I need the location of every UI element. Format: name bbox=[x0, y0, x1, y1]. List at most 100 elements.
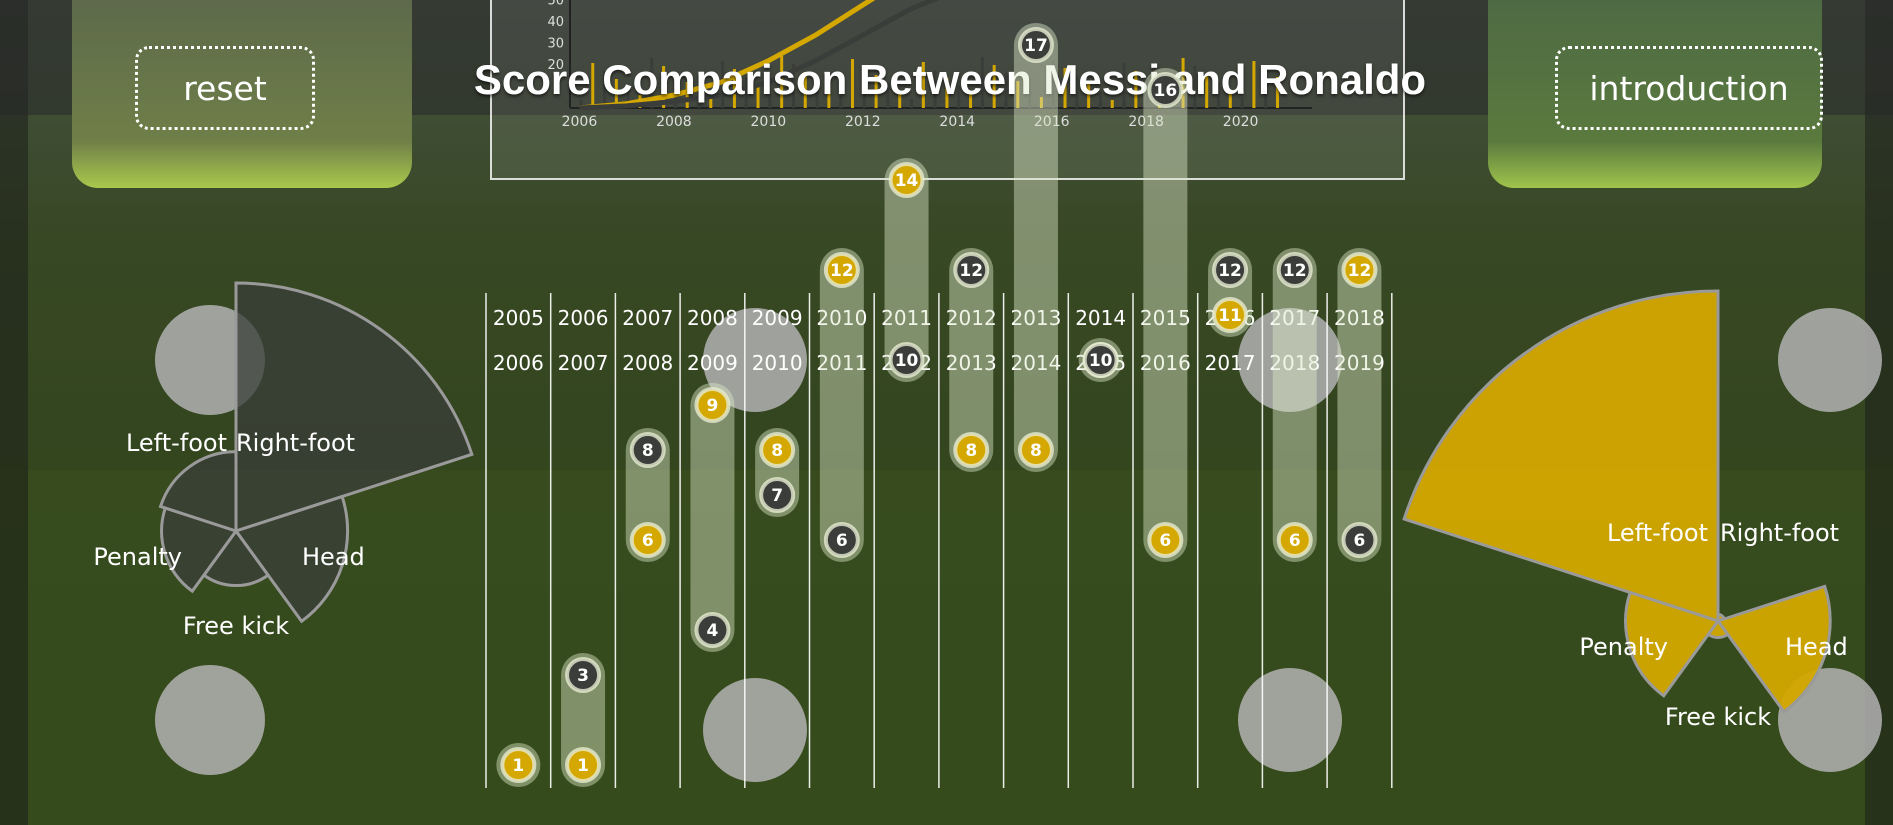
y-tick-label: 20 bbox=[547, 58, 564, 73]
mini-bar bbox=[945, 78, 949, 108]
mini-bar bbox=[662, 66, 666, 108]
goal-value-label: 6 bbox=[1354, 531, 1366, 551]
goal-point bbox=[1147, 522, 1184, 558]
goal-value-label: 6 bbox=[836, 531, 848, 551]
goal-point bbox=[953, 252, 990, 288]
season-start-label: 2007 bbox=[622, 306, 673, 330]
mini-bar bbox=[1087, 84, 1091, 108]
mini-bar bbox=[933, 70, 937, 108]
goal-value-label: 12 bbox=[830, 261, 854, 281]
mini-bar bbox=[626, 87, 630, 108]
mini-bar bbox=[1181, 58, 1185, 108]
pie-slice bbox=[1402, 289, 1720, 624]
goal-point bbox=[1341, 522, 1378, 558]
mini-bar bbox=[673, 74, 677, 108]
goal-value-label: 8 bbox=[965, 441, 977, 461]
season-end-label: 2018 bbox=[1269, 351, 1320, 375]
mini-bar bbox=[756, 85, 760, 108]
x-tick-label: 2006 bbox=[562, 114, 598, 130]
mini-bar bbox=[827, 88, 831, 108]
pie-category-label: Head bbox=[302, 543, 365, 571]
goal-value-label: 4 bbox=[707, 621, 719, 641]
season-start-label: 2014 bbox=[1075, 306, 1126, 330]
pie-slice bbox=[233, 494, 350, 624]
goal-value-label: 6 bbox=[1159, 531, 1171, 551]
goal-point bbox=[694, 387, 731, 423]
x-tick-label: 2016 bbox=[1034, 114, 1070, 130]
x-tick-label: 2020 bbox=[1223, 114, 1259, 130]
mini-bar bbox=[1063, 68, 1067, 108]
x-tick-label: 2012 bbox=[845, 114, 881, 130]
goal-value-label: 12 bbox=[1283, 261, 1307, 281]
goal-value-label: 16 bbox=[1154, 81, 1178, 101]
pie-slice bbox=[1715, 584, 1832, 714]
season-start-label: 2017 bbox=[1269, 306, 1320, 330]
season-start-label: 2006 bbox=[558, 306, 609, 330]
range-capsule bbox=[1337, 248, 1382, 562]
mini-bar bbox=[1075, 76, 1079, 108]
goal-point bbox=[1212, 252, 1249, 288]
y-tick-label: 30 bbox=[547, 37, 564, 52]
x-tick-label: 2008 bbox=[656, 114, 692, 130]
season-start-label: 2009 bbox=[752, 306, 803, 330]
reset-button[interactable]: reset bbox=[135, 46, 315, 130]
mini-bar bbox=[1228, 90, 1232, 108]
goal-value-label: 8 bbox=[771, 441, 783, 461]
introduction-button[interactable]: introduction bbox=[1555, 46, 1823, 130]
mini-bar bbox=[721, 61, 725, 108]
goal-point bbox=[629, 432, 666, 468]
mini-bar bbox=[803, 72, 807, 108]
mini-bar bbox=[815, 80, 819, 108]
mini-bar bbox=[650, 58, 654, 108]
mini-bar bbox=[685, 82, 689, 108]
pie-category-label: Head bbox=[1785, 633, 1848, 661]
goal-value-label: 8 bbox=[642, 441, 654, 461]
pie-slice bbox=[201, 528, 271, 588]
season-end-label: 2007 bbox=[558, 351, 609, 375]
goal-point bbox=[1082, 342, 1119, 378]
goal-point bbox=[1017, 432, 1054, 468]
season-start-label: 2011 bbox=[881, 306, 932, 330]
mini-bar bbox=[1051, 60, 1055, 108]
goal-point bbox=[759, 477, 796, 513]
mini-bar bbox=[744, 77, 748, 108]
mini-bar bbox=[886, 83, 890, 108]
range-capsule bbox=[949, 248, 994, 472]
season-start-label: 2015 bbox=[1140, 306, 1191, 330]
mini-bar bbox=[957, 86, 961, 108]
pie-category-label: Penalty bbox=[93, 543, 182, 571]
mini-bar bbox=[874, 75, 878, 108]
goal-value-label: 14 bbox=[895, 171, 919, 191]
pie-slice bbox=[160, 506, 239, 594]
cumulative-line bbox=[579, 0, 940, 111]
mini-bar bbox=[732, 69, 736, 108]
goal-point bbox=[953, 432, 990, 468]
pie-category-label: Right-foot bbox=[1720, 519, 1839, 547]
mini-bar bbox=[850, 59, 854, 108]
pie-slice bbox=[234, 281, 474, 534]
pie-category-label: Left-foot bbox=[1607, 519, 1708, 547]
goal-value-label: 3 bbox=[577, 666, 589, 686]
goal-point bbox=[629, 522, 666, 558]
mini-bar bbox=[969, 94, 973, 108]
mini-bar bbox=[614, 79, 618, 108]
mini-chart-frame: 20 30 40 50 2006 2008 2010 2012 2014 2016 2018 2020 bbox=[490, 0, 1405, 180]
range-capsule bbox=[690, 383, 735, 652]
goal-point bbox=[759, 432, 796, 468]
goal-point bbox=[1017, 27, 1054, 63]
mini-bar bbox=[709, 98, 713, 108]
range-capsule bbox=[1143, 68, 1188, 562]
season-end-label: 2017 bbox=[1205, 351, 1256, 375]
goal-point bbox=[1147, 72, 1184, 108]
pie-category-label: Free kick bbox=[1665, 703, 1771, 731]
mini-bar bbox=[1205, 74, 1209, 108]
mini-bar bbox=[839, 96, 843, 108]
goal-point bbox=[1276, 522, 1313, 558]
cumulative-goals-chart: 20 30 40 50 2006 2008 2010 2012 2014 2016 2018 2020 bbox=[547, 0, 1312, 130]
pie-category-label: Free kick bbox=[183, 612, 289, 640]
mini-bar bbox=[1264, 69, 1268, 108]
pie-category-label: Left-foot bbox=[126, 429, 227, 457]
season-end-label: 2014 bbox=[1010, 351, 1061, 375]
mini-bar bbox=[603, 71, 607, 108]
